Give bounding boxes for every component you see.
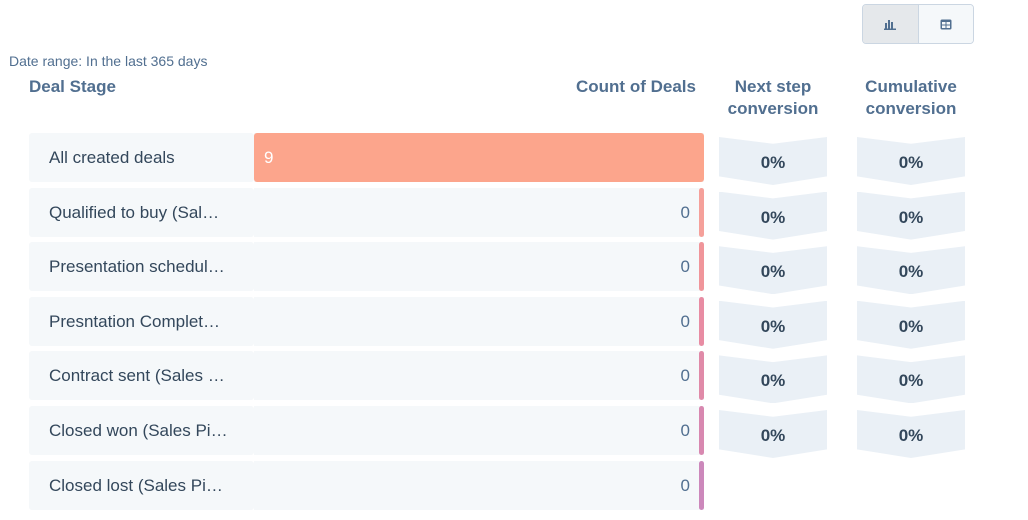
cumulative-conversion: 0%: [857, 191, 965, 240]
table-icon: [940, 19, 952, 29]
count-bar[interactable]: [699, 242, 704, 292]
count-value: 0: [680, 202, 690, 222]
next-step-conversion: 0%: [719, 137, 827, 185]
count-bar[interactable]: [699, 406, 704, 455]
stage-label: Contract sent (Sales …: [29, 351, 254, 401]
count-bar[interactable]: [254, 133, 704, 182]
chart-view-button[interactable]: [863, 5, 919, 43]
bar-track: [254, 242, 704, 292]
next-step-conversion: 0%: [719, 300, 827, 349]
cumulative-header-line2: conversion: [865, 99, 957, 118]
count-value: 9: [264, 148, 274, 167]
next-step-conversion: 0%: [719, 355, 827, 404]
stage-label: Qualified to buy (Sal…: [29, 187, 254, 237]
next-step-header-line2: conversion: [727, 99, 819, 118]
stage-label: All created deals: [29, 133, 254, 182]
date-range-label: Date range: In the last 365 days: [9, 53, 208, 69]
cumulative-conversion: 0%: [857, 355, 965, 404]
count-bar[interactable]: [699, 296, 704, 346]
cumulative-header: Cumulative conversion: [850, 76, 972, 120]
stage-label: Presntation Complet…: [29, 296, 254, 346]
cumulative-header-line1: Cumulative: [865, 77, 957, 96]
stage-label: Closed lost (Sales Pi…: [29, 460, 254, 510]
funnel-row[interactable]: Closed lost (Sales Pi… 0: [29, 460, 705, 510]
bar-track: [254, 187, 704, 237]
funnel-row[interactable]: Qualified to buy (Sal… 0: [29, 187, 705, 237]
funnel-row[interactable]: Closed won (Sales Pi… 0: [29, 406, 705, 455]
bar-track: [254, 406, 704, 455]
cumulative-conversion: 0%: [857, 246, 965, 295]
bar-track: [254, 296, 704, 346]
view-toggle: [862, 4, 974, 44]
bar-chart-icon: [884, 20, 897, 30]
next-step-conversion: 0%: [719, 246, 827, 295]
deal-stage-header: Deal Stage: [29, 77, 116, 96]
funnel-row[interactable]: All created deals 9: [29, 133, 705, 182]
count-value: 0: [680, 257, 690, 277]
count-bar[interactable]: [699, 351, 704, 401]
funnel-row[interactable]: Presentation schedul… 0: [29, 242, 705, 292]
count-value: 0: [680, 475, 690, 495]
stage-label: Closed won (Sales Pi…: [29, 406, 254, 455]
count-value: 0: [680, 311, 690, 331]
count-header: Count of Deals: [576, 77, 696, 96]
count-bar[interactable]: [699, 187, 704, 237]
table-view-button[interactable]: [918, 5, 973, 43]
bar-track: [254, 460, 704, 510]
cumulative-conversion: 0%: [857, 137, 965, 185]
bar-track: [254, 351, 704, 401]
count-value: 0: [680, 366, 690, 386]
funnel-row[interactable]: Contract sent (Sales … 0: [29, 351, 705, 401]
count-value: 0: [680, 421, 690, 440]
next-step-conversion: 0%: [719, 410, 827, 458]
stage-label: Presentation schedul…: [29, 242, 254, 292]
funnel-row[interactable]: Presntation Complet… 0: [29, 296, 705, 346]
count-bar[interactable]: [699, 460, 704, 510]
next-step-conversion: 0%: [719, 191, 827, 240]
next-step-header: Next step conversion: [719, 76, 827, 120]
next-step-header-line1: Next step: [734, 77, 812, 96]
cumulative-conversion: 0%: [857, 300, 965, 349]
cumulative-conversion: 0%: [857, 410, 965, 458]
